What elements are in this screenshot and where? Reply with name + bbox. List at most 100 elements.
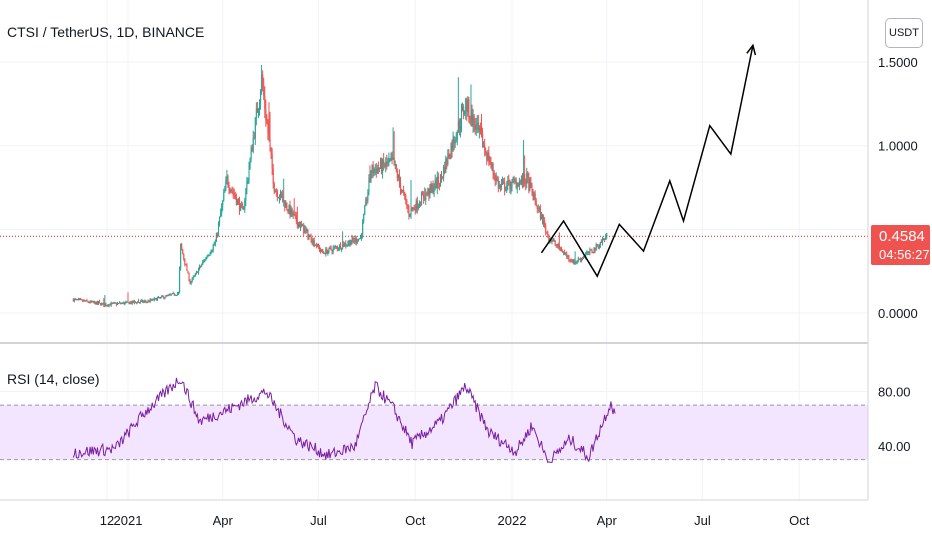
candle-body <box>272 168 274 185</box>
candle-body <box>498 185 500 188</box>
time-axis-label: 2021 <box>114 513 143 528</box>
candle-body <box>88 302 90 304</box>
candle-body <box>369 178 371 180</box>
candle-body <box>519 180 522 182</box>
candle-body <box>540 215 543 220</box>
candle-body <box>265 108 267 120</box>
price-axis-label: 1.0000 <box>878 139 918 154</box>
price-axis-labels[interactable]: 1.5000 1.0000 0.0000 80.00 40.00 <box>878 55 918 454</box>
candle-body <box>561 251 564 253</box>
candle-body <box>389 159 391 161</box>
candle-body <box>546 231 548 233</box>
candle-body <box>391 157 393 160</box>
candle-body <box>385 161 387 167</box>
candle-body <box>332 247 334 252</box>
candle-body <box>269 139 271 148</box>
candle-body <box>298 223 301 228</box>
candle-body <box>139 302 141 304</box>
candle-body <box>256 108 259 113</box>
candle-body <box>439 175 442 185</box>
candle-body <box>360 237 362 239</box>
candle-body <box>490 163 492 166</box>
candle-body <box>408 208 410 216</box>
candle-body <box>512 178 514 180</box>
time-axis-label: Apr <box>213 513 234 528</box>
candle-body <box>290 208 292 216</box>
candle-body <box>183 254 185 260</box>
currency-button[interactable]: USDT <box>885 18 923 48</box>
candle-body <box>314 244 316 246</box>
candle-body <box>282 196 284 202</box>
candle-body <box>125 301 127 303</box>
candle-body <box>182 249 184 255</box>
candle-body <box>574 262 576 265</box>
candle-body <box>150 299 152 301</box>
candle-body <box>317 243 320 248</box>
candle-body <box>426 193 428 195</box>
candle-body <box>322 249 324 253</box>
candle-body <box>563 251 565 253</box>
rsi-indicator-label[interactable]: RSI (14, close) <box>7 371 100 387</box>
candle-body <box>343 244 345 247</box>
time-axis-labels[interactable]: 12 2021 Apr Jul Oct 2022 Apr Jul Oct <box>100 513 810 528</box>
candle-body <box>194 273 196 276</box>
candle-body <box>381 160 383 173</box>
candle-body <box>102 303 104 305</box>
candle-body <box>411 208 413 210</box>
candle-body <box>300 223 302 228</box>
candle-body <box>340 244 342 249</box>
candle-body <box>475 124 477 130</box>
candle-body <box>78 299 80 301</box>
candle-body <box>209 253 211 255</box>
candle-body <box>405 195 407 201</box>
candle-body <box>515 180 517 188</box>
candle-body <box>219 217 221 224</box>
candle-body <box>393 157 395 165</box>
candle-body <box>357 238 359 242</box>
candle-body <box>365 199 367 207</box>
candle-body <box>444 167 446 173</box>
candle-body <box>87 301 89 303</box>
symbol-title[interactable]: CTSI / TetherUS, 1D, BINANCE <box>7 24 205 40</box>
candle-body <box>344 243 346 247</box>
candle-body <box>525 181 527 185</box>
candle-body <box>191 278 193 282</box>
candle-body <box>479 127 482 133</box>
candle-body <box>494 175 496 181</box>
candle-body <box>431 184 433 188</box>
candle-body <box>349 241 351 246</box>
candle-body <box>243 209 245 211</box>
rsi-axis-label: 80.00 <box>878 385 911 400</box>
candle-body <box>591 249 593 253</box>
candle-body <box>545 225 547 232</box>
candle-body <box>197 269 200 274</box>
candle-body <box>354 238 356 242</box>
candle-body <box>98 302 100 304</box>
candle-body <box>80 299 82 301</box>
candle-body <box>185 264 187 266</box>
candle-body <box>213 244 215 246</box>
candle-body <box>458 120 460 129</box>
candle-body <box>600 242 603 244</box>
candle-body <box>506 185 508 190</box>
candle-body <box>166 295 168 297</box>
candle-body <box>86 300 88 302</box>
candle-body <box>308 236 310 239</box>
price-axis-label: 1.5000 <box>878 55 918 70</box>
candle-body <box>196 271 199 274</box>
candle-body <box>216 233 219 235</box>
candle-body <box>172 292 174 294</box>
candle-body <box>249 158 251 169</box>
candle-body <box>514 180 516 182</box>
candle-body <box>337 248 340 250</box>
candle-body <box>570 260 572 262</box>
candle-body <box>548 235 550 242</box>
candle-body <box>499 185 502 187</box>
candle-body <box>361 234 363 238</box>
candle-body <box>555 244 557 246</box>
candle-body <box>529 182 531 191</box>
candle-body <box>311 242 313 244</box>
candle-body <box>374 169 376 171</box>
candle-body <box>538 208 540 210</box>
